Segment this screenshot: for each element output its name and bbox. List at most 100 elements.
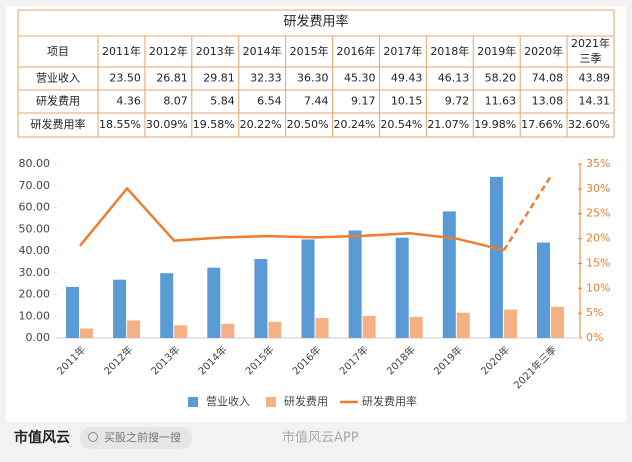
bar: [503, 309, 517, 338]
table-header: 三季: [580, 52, 602, 65]
bar: [66, 286, 79, 338]
table-header: 2013年: [196, 44, 235, 58]
bar: [254, 259, 268, 338]
table-cell: 6.54: [257, 95, 282, 108]
legend-swatch: [266, 397, 276, 407]
table-cell: 32.60%: [568, 118, 610, 131]
y2-tick-label: 10%: [586, 281, 610, 294]
table-header: 2018年: [430, 44, 469, 58]
y-tick-label: 80.00: [19, 157, 51, 170]
bar: [174, 325, 188, 338]
bar: [268, 321, 282, 338]
panel: [6, 6, 626, 422]
bar: [160, 273, 174, 338]
bar: [113, 279, 127, 338]
bar: [221, 323, 235, 338]
y-tick-label: 20.00: [19, 288, 51, 301]
line: [502, 175, 553, 251]
table-cell: 23.50: [109, 72, 141, 85]
table-row-label: 营业收入: [36, 71, 80, 85]
table-cell: 43.89: [579, 72, 611, 85]
search-text: 买股之前搜一搜: [104, 430, 181, 444]
table-title: 研发费用率: [283, 14, 348, 30]
table-cell: 74.08: [532, 72, 564, 85]
table-cell: 10.15: [391, 95, 423, 108]
bar: [537, 242, 550, 338]
bar: [348, 230, 362, 338]
table-header: 2014年: [243, 44, 282, 58]
table-cell: 9.72: [445, 95, 470, 108]
table-cell: 13.08: [532, 95, 564, 108]
y2-tick-label: 15%: [586, 256, 610, 269]
watermark: 市值风云APP: [282, 430, 359, 446]
table-row-label: 研发费用: [36, 94, 80, 108]
table-cell: 9.17: [351, 95, 376, 108]
y2-tick-label: 35%: [586, 157, 610, 170]
table-cell: 21.07%: [427, 118, 469, 131]
bar: [409, 316, 423, 338]
table-header: 2019年: [477, 44, 516, 58]
table-cell: 5.84: [210, 95, 235, 108]
bar: [127, 320, 141, 338]
table-cell: 30.09%: [146, 118, 188, 131]
table-row-label: 研发费用率: [31, 117, 86, 131]
table-cell: 32.33: [250, 72, 282, 85]
table-header: 2015年: [290, 44, 329, 58]
legend-swatch: [188, 397, 198, 407]
table-header: 2021年: [571, 36, 610, 50]
bar: [207, 267, 221, 338]
brand: 市值风云: [14, 429, 70, 446]
table-cell: 46.13: [438, 72, 470, 85]
y-tick-label: 40.00: [19, 244, 51, 257]
bar: [442, 211, 456, 338]
legend-label: 研发费用: [284, 394, 328, 408]
y2-tick-label: 25%: [586, 207, 610, 220]
table-cell: 58.20: [485, 72, 517, 85]
y-tick-label: 0.00: [26, 331, 51, 344]
y-tick-label: 70.00: [19, 179, 51, 192]
line: [79, 186, 505, 252]
table-cell: 20.24%: [334, 118, 376, 131]
table-cell: 18.55%: [99, 118, 141, 131]
bar: [551, 306, 564, 338]
bar: [456, 312, 470, 338]
search-box[interactable]: [80, 427, 192, 449]
table-cell: 11.63: [485, 95, 517, 108]
table-header: 2011年: [102, 44, 141, 58]
table-cell: 29.81: [203, 72, 235, 85]
table-cell: 4.36: [116, 95, 141, 108]
table-header: 2020年: [524, 44, 563, 58]
y-tick-label: 30.00: [19, 266, 51, 279]
table-cell: 26.81: [156, 72, 188, 85]
y-tick-label: 50.00: [19, 222, 51, 235]
table-cell: 17.66%: [521, 118, 563, 131]
table-cell: 20.22%: [240, 118, 282, 131]
table-cell: 7.44: [304, 95, 329, 108]
table-cell: 19.98%: [474, 118, 516, 131]
y-tick-label: 10.00: [19, 309, 51, 322]
table-cell: 19.58%: [193, 118, 235, 131]
table-cell: 49.43: [391, 72, 423, 85]
table-cell: 45.30: [344, 72, 376, 85]
bar: [80, 328, 93, 338]
table-cell: 14.31: [579, 95, 611, 108]
bar: [395, 237, 409, 338]
table-header: 2016年: [337, 44, 376, 58]
bar: [362, 315, 376, 338]
table-cell: 20.50%: [287, 118, 329, 131]
bar: [489, 176, 503, 338]
y2-tick-label: 0%: [586, 331, 603, 344]
search-icon: [88, 432, 98, 442]
table-cell: 8.07: [163, 95, 188, 108]
table-header: 项目: [47, 45, 69, 58]
legend-label: 营业收入: [206, 394, 250, 408]
y2-tick-label: 5%: [586, 306, 603, 319]
y2-tick-label: 30%: [586, 182, 610, 195]
y-tick-label: 60.00: [19, 201, 51, 214]
table-header: 2017年: [383, 44, 422, 58]
table-cell: 20.54%: [380, 118, 422, 131]
table-cell: 36.30: [297, 72, 329, 85]
bar: [301, 239, 315, 338]
legend-label: 研发费用率: [362, 394, 417, 408]
